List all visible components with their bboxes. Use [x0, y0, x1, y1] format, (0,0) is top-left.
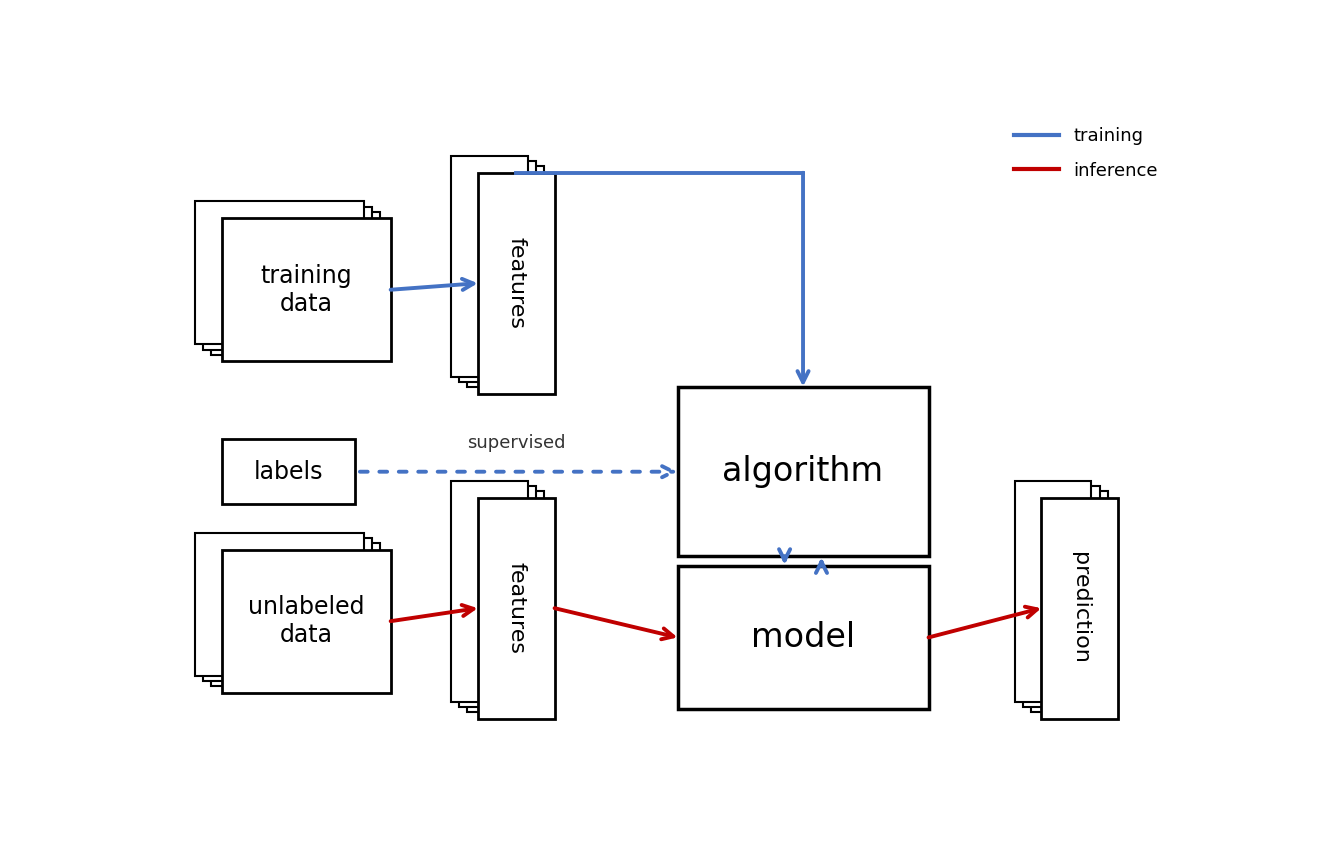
Legend: training, inference: training, inference [1007, 120, 1166, 187]
Bar [222, 219, 391, 361]
Bar [477, 498, 555, 719]
Bar [477, 173, 555, 393]
Text: labels: labels [254, 460, 323, 484]
Text: training
data: training data [260, 264, 352, 316]
Text: model: model [751, 621, 855, 654]
Bar [451, 156, 527, 376]
Bar [212, 544, 381, 686]
Text: features: features [506, 562, 526, 654]
Bar [677, 566, 928, 709]
Bar [459, 161, 537, 382]
Bar [468, 166, 545, 387]
Bar [194, 202, 364, 344]
Bar [204, 207, 373, 349]
Bar [1042, 498, 1118, 719]
Bar [212, 212, 381, 354]
Bar [459, 486, 537, 707]
Bar [222, 439, 354, 504]
Bar [194, 533, 364, 676]
Bar [451, 481, 527, 701]
Bar [1014, 481, 1092, 701]
Bar [1023, 486, 1100, 707]
Bar [222, 549, 391, 693]
Text: features: features [506, 237, 526, 329]
Text: supervised: supervised [467, 434, 566, 452]
Bar [677, 387, 928, 556]
Bar [204, 538, 373, 681]
Text: unlabeled
data: unlabeled data [249, 595, 365, 647]
Text: prediction: prediction [1069, 552, 1089, 664]
Bar [468, 491, 545, 712]
Bar [1031, 491, 1108, 712]
Text: algorithm: algorithm [722, 455, 883, 488]
